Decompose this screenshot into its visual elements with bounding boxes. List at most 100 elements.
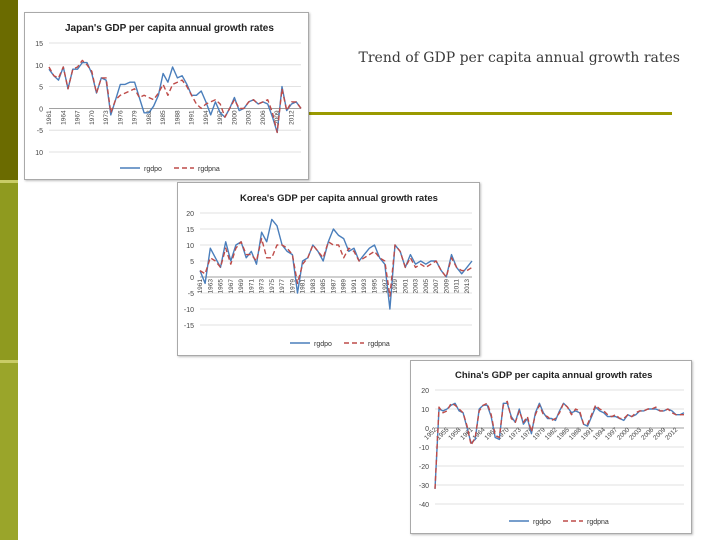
x-tick-label: 2009 — [443, 279, 450, 294]
y-tick-label: -15 — [184, 323, 194, 330]
x-tick-label: 1979 — [532, 426, 547, 441]
x-tick-label: 2006 — [260, 110, 267, 125]
x-tick-label: 1987 — [330, 279, 337, 294]
y-tick-label: 10 — [35, 63, 43, 70]
x-tick-label: 1982 — [146, 110, 153, 125]
x-tick-label: 1963 — [207, 279, 214, 294]
x-tick-label: 1988 — [568, 426, 583, 441]
legend-label-rgdpna: rgdpna — [587, 519, 609, 526]
y-tick-label: 10 — [186, 243, 194, 250]
china-chart: China's GDP per capita annual growth rat… — [410, 360, 692, 534]
x-tick-label: 2006 — [640, 426, 655, 441]
legend-label-rgdpo: rgdpo — [144, 166, 162, 173]
x-tick-label: 1964 — [60, 110, 67, 125]
y-tick-label: 10 — [421, 407, 429, 414]
chart-title: China's GDP per capita annual growth rat… — [455, 370, 652, 381]
x-tick-label: 1979 — [132, 110, 139, 125]
x-tick-label: 1981 — [300, 279, 307, 294]
x-tick-label: 2013 — [464, 279, 471, 294]
y-tick-label: -30 — [419, 483, 429, 490]
x-tick-label: 1995 — [371, 279, 378, 294]
y-tick-label: -40 — [419, 502, 429, 509]
legend-label-rgdpo: rgdpo — [533, 519, 551, 526]
y-tick-label: 10 — [35, 150, 43, 157]
x-tick-label: 1969 — [238, 279, 245, 294]
x-tick-label: 1997 — [217, 110, 224, 125]
x-tick-label: 1983 — [310, 279, 317, 294]
x-tick-label: 1991 — [351, 279, 358, 294]
series-line-rgdpo — [199, 218, 473, 310]
legend-label-rgdpna: rgdpna — [198, 166, 220, 173]
sidebar-block — [0, 360, 18, 363]
x-tick-label: 1967 — [75, 110, 82, 125]
y-tick-label: -10 — [419, 445, 429, 452]
x-tick-label: 2007 — [433, 279, 440, 294]
x-tick-label: 1982 — [544, 426, 559, 441]
y-tick-label: 0 — [425, 426, 429, 433]
sidebar-block — [0, 180, 18, 183]
x-tick-label: 1975 — [269, 279, 276, 294]
x-tick-label: 1973 — [259, 279, 266, 294]
x-tick-label: 1988 — [174, 110, 181, 125]
japan-chart-plot: Japan's GDP per capita annual growth rat… — [35, 23, 302, 173]
y-tick-label: 20 — [421, 388, 429, 395]
x-tick-label: 1999 — [392, 279, 399, 294]
x-tick-label: 1985 — [160, 110, 167, 125]
y-tick-label: 0 — [190, 275, 194, 282]
series-line-rgdpna — [434, 400, 684, 489]
series-line-rgdpo — [434, 402, 685, 489]
x-tick-label: 1961 — [46, 110, 53, 125]
x-tick-label: 2003 — [628, 426, 643, 441]
x-tick-label: 2003 — [413, 279, 420, 294]
x-tick-label: 1970 — [89, 110, 96, 125]
x-tick-label: 2000 — [231, 110, 238, 125]
x-tick-label: 1971 — [248, 279, 255, 294]
chart-title: Japan's GDP per capita annual growth rat… — [65, 23, 274, 34]
x-tick-label: 2005 — [423, 279, 430, 294]
x-tick-label: 2009 — [652, 426, 667, 441]
korea-chart: Korea's GDP per capita annual growth rat… — [177, 182, 480, 356]
x-tick-label: 2012 — [288, 110, 295, 125]
x-tick-label: 1993 — [361, 279, 368, 294]
sidebar-block — [0, 363, 18, 540]
x-tick-label: 1976 — [117, 110, 124, 125]
x-tick-label: 1994 — [203, 110, 210, 125]
y-tick-label: 20 — [186, 211, 194, 218]
x-tick-label: 1958 — [447, 426, 462, 441]
y-tick-label: -5 — [188, 291, 194, 298]
x-tick-label: 1989 — [341, 279, 348, 294]
x-tick-label: 1985 — [556, 426, 571, 441]
legend-label-rgdpna: rgdpna — [368, 341, 390, 348]
x-tick-label: 1991 — [189, 110, 196, 125]
sidebar-block — [0, 183, 18, 360]
japan-chart: Japan's GDP per capita annual growth rat… — [24, 12, 309, 180]
y-tick-label: 0 — [39, 106, 43, 113]
y-tick-label: -10 — [184, 307, 194, 314]
x-tick-label: 1991 — [580, 426, 595, 441]
x-tick-label: 1961 — [197, 279, 204, 294]
x-tick-label: 2001 — [402, 279, 409, 294]
x-tick-label: 1994 — [592, 426, 607, 441]
y-tick-label: 5 — [39, 85, 43, 92]
x-tick-label: 1967 — [483, 426, 498, 441]
y-tick-label: 15 — [186, 227, 194, 234]
x-tick-label: 1997 — [604, 426, 619, 441]
y-tick-label: -20 — [419, 464, 429, 471]
x-tick-label: 1997 — [382, 279, 389, 294]
y-tick-label: 5 — [190, 259, 194, 266]
x-tick-label: 2003 — [246, 110, 253, 125]
x-tick-label: 1979 — [289, 279, 296, 294]
china-chart-plot: China's GDP per capita annual growth rat… — [419, 370, 685, 526]
x-tick-label: 1973 — [508, 426, 523, 441]
series-line-rgdpna — [48, 59, 302, 134]
sidebar-block — [0, 0, 18, 180]
x-tick-label: 1973 — [103, 110, 110, 125]
x-tick-label: 1967 — [228, 279, 235, 294]
title-underline — [306, 112, 672, 115]
series-line-rgdpna — [199, 237, 473, 297]
korea-chart-plot: Korea's GDP per capita annual growth rat… — [184, 193, 473, 348]
slide-sidebar-accent — [0, 0, 18, 540]
legend-label-rgdpo: rgdpo — [314, 341, 332, 348]
x-tick-label: 1977 — [279, 279, 286, 294]
x-tick-label: 1985 — [320, 279, 327, 294]
